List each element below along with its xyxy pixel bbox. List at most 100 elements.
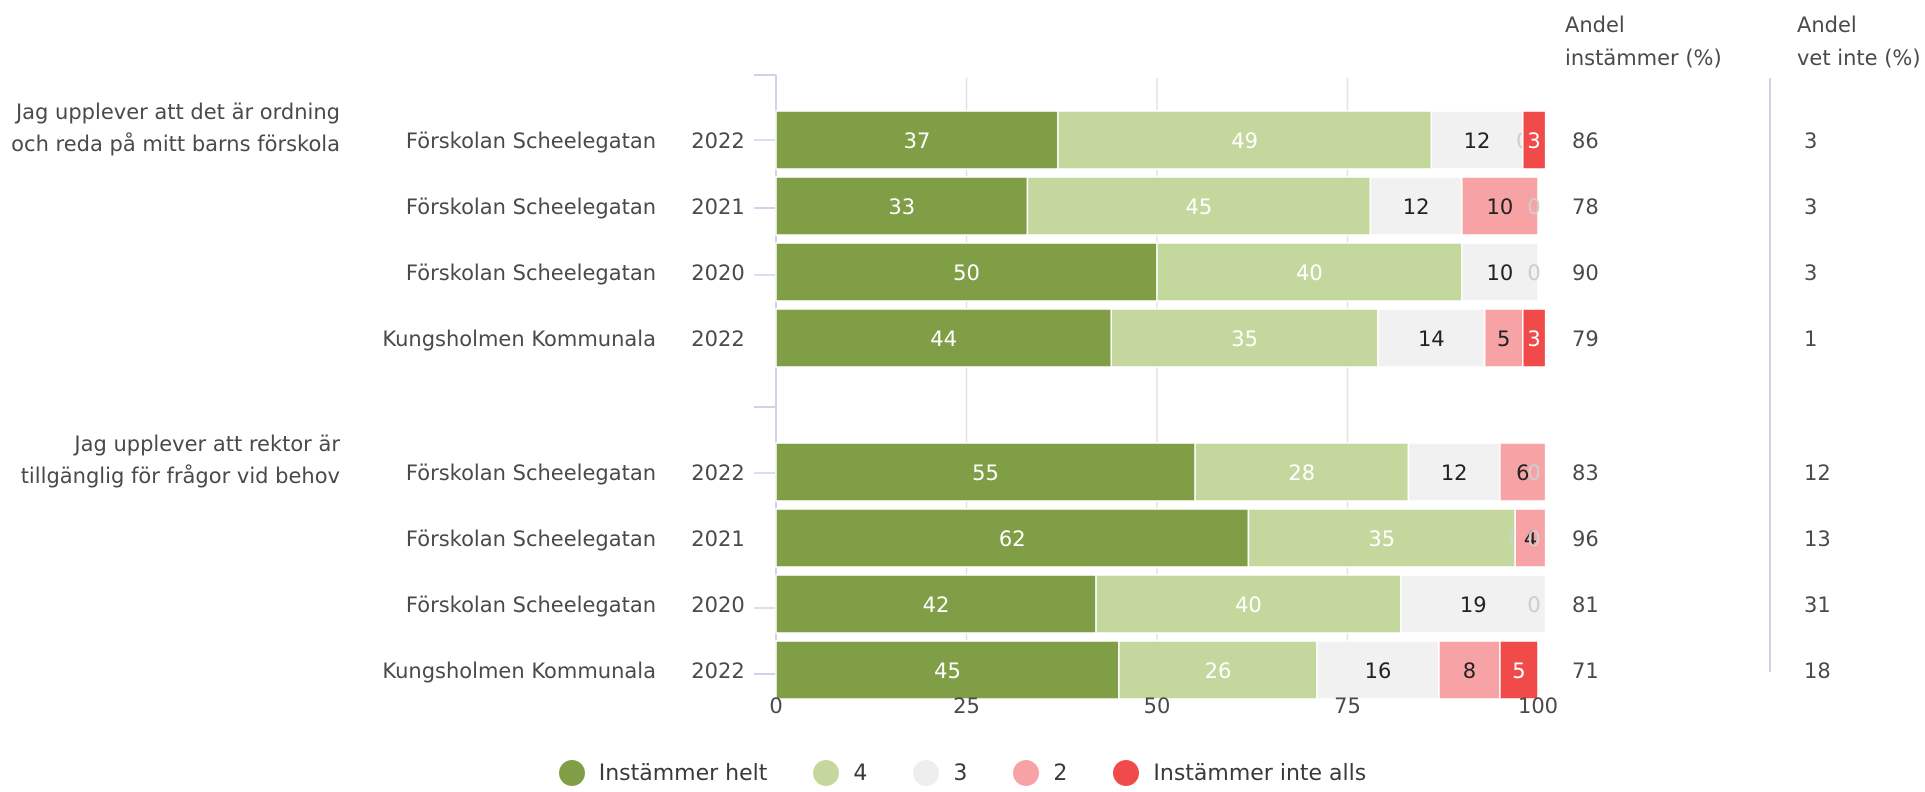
unit-label: Förskolan Scheelegatan	[406, 461, 656, 485]
dontknow-header-line1: Andel	[1797, 13, 1857, 37]
bar-segment	[775, 242, 1158, 302]
bars: 3749120333451210050401000443514535528126…	[775, 110, 1547, 700]
unit-label: Kungsholmen Kommunala	[382, 327, 656, 351]
labels: Jag upplever att det är ordning och reda …	[11, 100, 1831, 683]
segment-label: 10	[1487, 195, 1514, 219]
segment-label: 28	[1288, 461, 1315, 485]
bar-segment	[775, 110, 1059, 170]
bar-segment	[1095, 574, 1402, 634]
dontknow-value: 3	[1804, 129, 1817, 153]
bar-segment	[775, 308, 1113, 368]
segment-label: 12	[1403, 195, 1430, 219]
legend-swatch	[558, 760, 585, 786]
bar-segment	[775, 176, 1029, 236]
bar-segment	[1369, 176, 1463, 236]
column-headers: Andel instämmer (%) Andel vet inte (%)	[1565, 13, 1921, 70]
bar-segment	[1247, 508, 1516, 568]
bar-segment	[775, 574, 1097, 634]
year-label: 2022	[691, 461, 744, 485]
legend-label: 4	[853, 760, 868, 786]
stacked-bar-chart: 3749120333451210050401000443514535528126…	[11, 13, 1921, 718]
segment-label: 14	[1418, 327, 1445, 351]
dontknow-header-line2: vet inte (%)	[1797, 46, 1921, 70]
segment-label: 62	[999, 527, 1026, 551]
segment-label: 0	[1527, 593, 1540, 617]
segment-label: 0	[1527, 527, 1540, 551]
bar-segment	[1499, 640, 1539, 700]
segment-label: 12	[1464, 129, 1491, 153]
x-tick-label: 25	[953, 694, 980, 718]
x-axis: 0 25 50 75 100	[769, 694, 1558, 718]
unit-label: Förskolan Scheelegatan	[406, 129, 656, 153]
segment-label: 6	[1516, 461, 1529, 485]
segment-label: 5	[1512, 659, 1525, 683]
agree-value: 96	[1572, 527, 1599, 551]
agree-value: 90	[1572, 261, 1599, 285]
agree-value: 83	[1572, 461, 1599, 485]
unit-label: Kungsholmen Kommunala	[382, 659, 656, 683]
legend-label: Instämmer inte alls	[1153, 760, 1367, 786]
bar-segment	[775, 640, 1120, 700]
bar-segment	[1407, 442, 1501, 502]
bar-segment	[1156, 242, 1463, 302]
segment-label: 42	[923, 593, 950, 617]
x-tick-label: 0	[769, 694, 782, 718]
dontknow-value: 13	[1804, 527, 1831, 551]
segment-label: 0	[1527, 593, 1540, 617]
segment-label: 40	[1235, 593, 1262, 617]
dontknow-value: 1	[1804, 327, 1817, 351]
legend: Instämmer helt 4 3 2 Instämmer inte alls	[0, 760, 1925, 786]
segment-label: 49	[1231, 129, 1258, 153]
bar-segment	[1316, 640, 1440, 700]
segment-label: 8	[1463, 659, 1476, 683]
bar-segment	[1377, 308, 1486, 368]
year-label: 2022	[691, 327, 744, 351]
question-label-0-line2: och reda på mitt barns förskola	[11, 131, 340, 156]
dontknow-value: 3	[1804, 261, 1817, 285]
bar-segment	[1461, 242, 1539, 302]
segment-label: 45	[1186, 195, 1213, 219]
segment-label: 0	[1527, 261, 1540, 285]
agree-header-line1: Andel	[1565, 13, 1625, 37]
bar-segment	[1514, 508, 1547, 568]
segment-label: 26	[1205, 659, 1232, 683]
bar-segment	[1430, 110, 1524, 170]
dontknow-value: 12	[1804, 461, 1831, 485]
segment-label: 0	[1527, 261, 1540, 285]
agree-value: 78	[1572, 195, 1599, 219]
bar-segment	[775, 442, 1196, 502]
x-tick-label: 50	[1144, 694, 1171, 718]
legend-swatch	[913, 760, 940, 786]
legend-swatch	[813, 760, 840, 786]
segment-label: 40	[1296, 261, 1323, 285]
legend-item: 3	[913, 760, 967, 786]
legend-item: 2	[1013, 760, 1067, 786]
bar-segment	[775, 508, 1250, 568]
legend-item: 4	[813, 760, 867, 786]
bar-segment	[1461, 176, 1539, 236]
segment-label: 3	[1527, 129, 1540, 153]
dontknow-value: 31	[1804, 593, 1831, 617]
segment-label: 19	[1460, 593, 1487, 617]
agree-value: 86	[1572, 129, 1599, 153]
legend-label: 2	[1053, 760, 1068, 786]
segment-label: 0	[1527, 461, 1540, 485]
unit-label: Förskolan Scheelegatan	[406, 195, 656, 219]
agree-value: 71	[1572, 659, 1599, 683]
segment-label: 45	[934, 659, 961, 683]
bar-segment	[1110, 308, 1379, 368]
agree-header-line2: instämmer (%)	[1565, 46, 1722, 70]
segment-label: 16	[1365, 659, 1392, 683]
legend-swatch	[1113, 760, 1140, 786]
segment-label: 37	[904, 129, 931, 153]
year-label: 2020	[691, 593, 744, 617]
bar-segment	[1057, 110, 1433, 170]
agree-value: 79	[1572, 327, 1599, 351]
segment-label: 55	[972, 461, 999, 485]
unit-label: Förskolan Scheelegatan	[406, 527, 656, 551]
legend-label: 3	[953, 760, 968, 786]
year-label: 2022	[691, 659, 744, 683]
year-label: 2021	[691, 195, 744, 219]
year-label: 2020	[691, 261, 744, 285]
segment-label: 0	[1527, 195, 1540, 219]
